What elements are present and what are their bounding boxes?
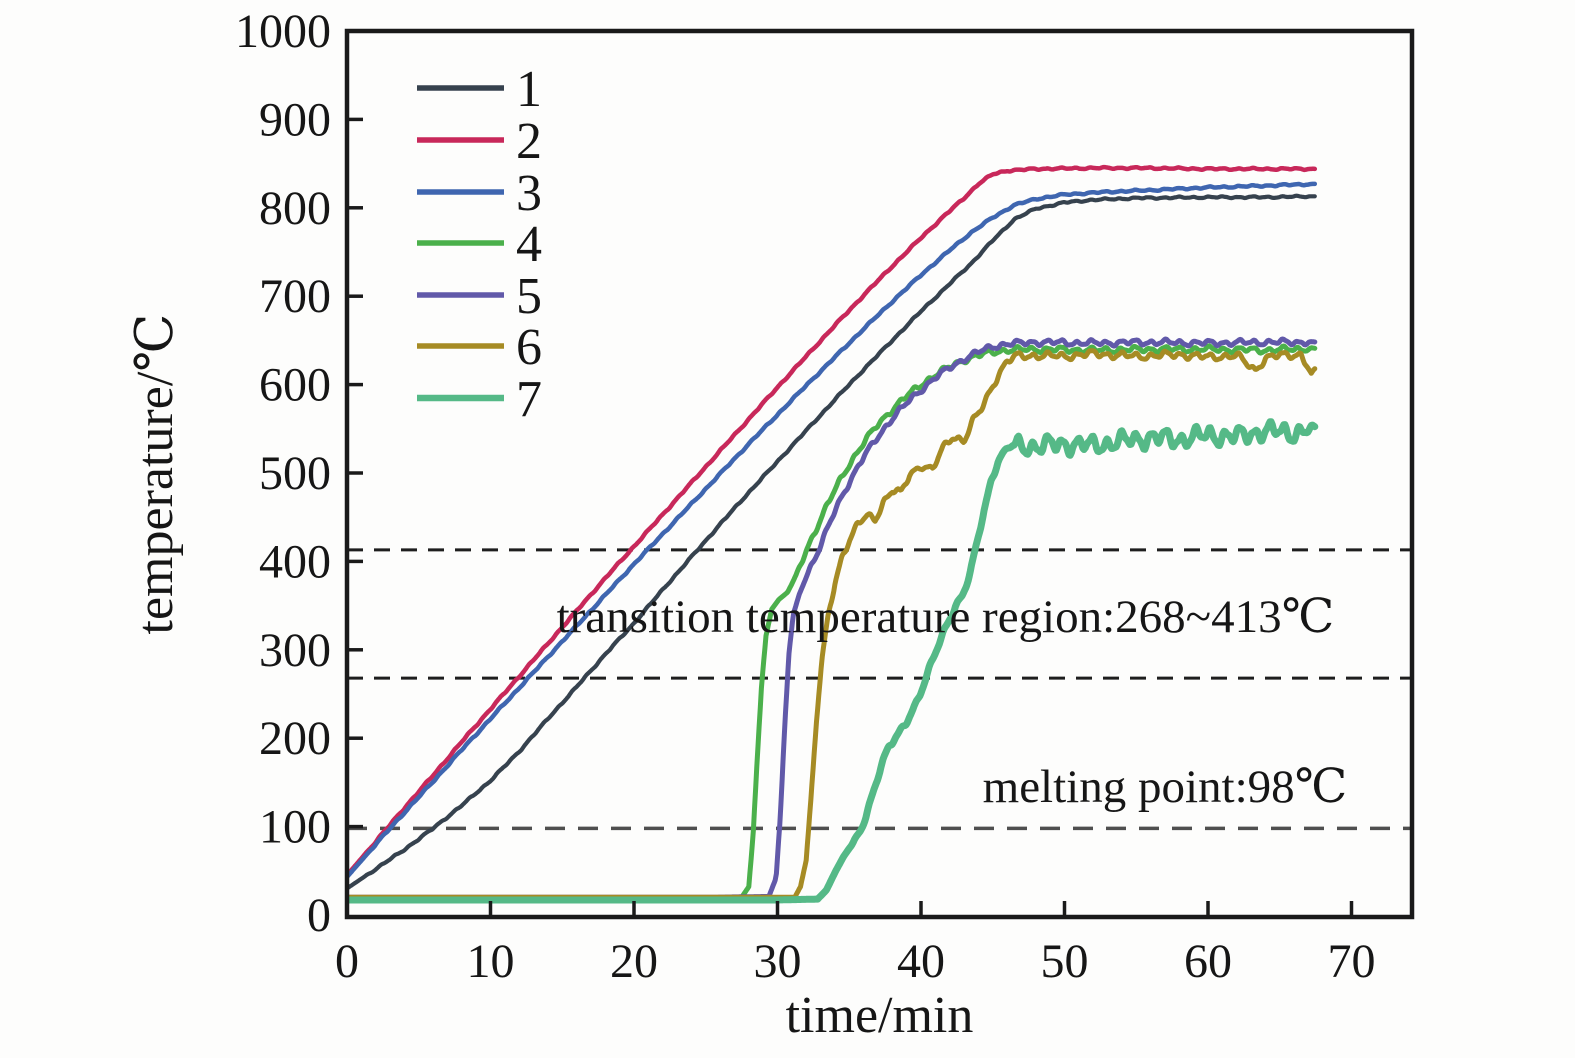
- x-tick-label-40: 40: [897, 935, 945, 988]
- x-tick-label-70: 70: [1328, 935, 1376, 988]
- y-tick-label-200: 200: [259, 712, 331, 765]
- x-tick-label-60: 60: [1184, 935, 1232, 988]
- x-tick-label-20: 20: [610, 935, 658, 988]
- x-axis-title: time/min: [786, 987, 974, 1044]
- y-tick-label-500: 500: [259, 447, 331, 500]
- y-tick-label-1000: 1000: [235, 5, 331, 58]
- series-line-3: [346, 181, 1318, 880]
- y-tick-label-700: 700: [259, 270, 331, 323]
- legend-label-5: 5: [516, 268, 542, 325]
- transition-region-annotation: transition temperature region:268~413℃: [557, 591, 1335, 643]
- x-tick-label-0: 0: [335, 935, 359, 988]
- x-tick-label-50: 50: [1041, 935, 1089, 988]
- y-tick-label-0: 0: [307, 889, 331, 942]
- legend-label-3: 3: [516, 165, 542, 222]
- legend-label-7: 7: [516, 371, 542, 428]
- legend-label-4: 4: [516, 216, 542, 273]
- series-line-1: [346, 193, 1317, 891]
- series-line-7: [346, 418, 1319, 904]
- legend-label-2: 2: [516, 113, 542, 170]
- legend-label-1: 1: [516, 61, 542, 118]
- y-tick-label-900: 900: [259, 93, 331, 146]
- y-tick-label-600: 600: [259, 359, 331, 412]
- x-tick-label-10: 10: [467, 935, 515, 988]
- y-tick-label-100: 100: [259, 801, 331, 854]
- x-tick-label-30: 30: [754, 935, 802, 988]
- y-axis-title: temperature/℃: [127, 314, 184, 635]
- melting-point-annotation: melting point:98℃: [983, 761, 1348, 813]
- y-tick-label-300: 300: [259, 624, 331, 677]
- y-tick-label-800: 800: [259, 182, 331, 235]
- series-line-2: [346, 164, 1318, 878]
- legend-label-6: 6: [516, 319, 542, 376]
- y-tick-label-400: 400: [259, 535, 331, 588]
